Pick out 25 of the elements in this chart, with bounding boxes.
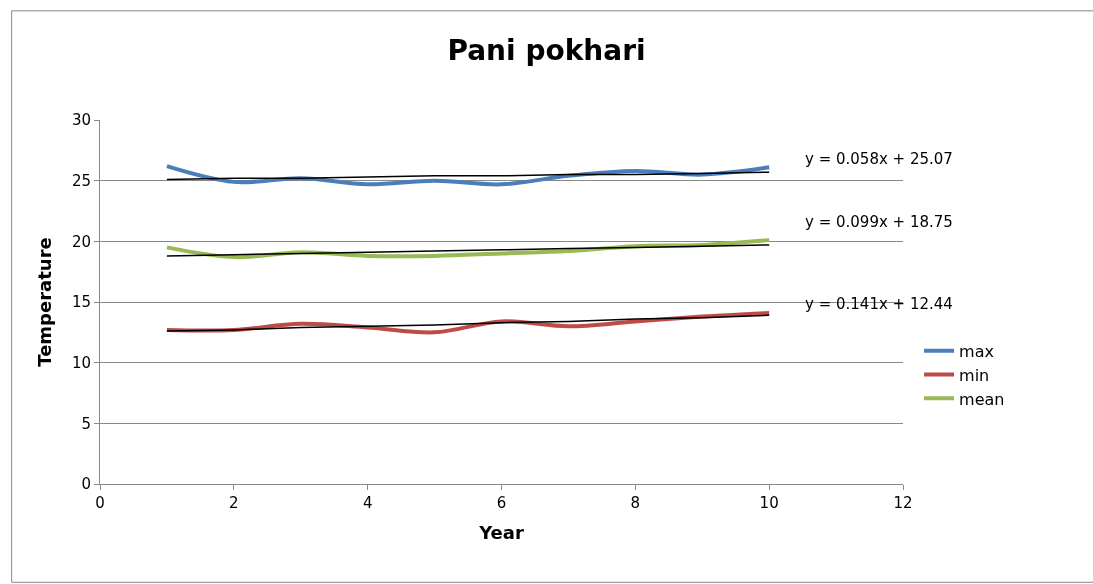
- y-tick-label: 20: [71, 232, 91, 251]
- x-tick-label: 2: [229, 494, 239, 512]
- y-tick-label: 10: [71, 353, 91, 372]
- y-tick-label: 15: [71, 293, 91, 312]
- legend-label: mean: [959, 389, 1005, 409]
- y-tick-label: 25: [71, 171, 91, 190]
- x-tick-label: 12: [893, 494, 913, 512]
- annotation: y = 0.099x + 18.75: [805, 213, 953, 231]
- chart-title: Pani pokhari: [447, 34, 646, 68]
- legend-label: min: [959, 365, 990, 385]
- annotation: y = 0.141x + 12.44: [805, 295, 953, 313]
- y-tick-label: 0: [81, 475, 91, 494]
- x-tick-label: 8: [630, 494, 641, 512]
- x-axis-title: Year: [478, 522, 524, 544]
- legend-label: max: [959, 341, 994, 361]
- x-tick-label: 10: [759, 494, 779, 512]
- line-series: [166, 171, 770, 181]
- annotation: y = 0.058x + 25.07: [805, 150, 953, 168]
- line-series: [166, 244, 770, 257]
- y-axis-title: Temperature: [34, 237, 56, 367]
- x-tick-label: 6: [496, 494, 507, 512]
- y-tick-label: 30: [71, 111, 91, 130]
- x-tick-label: 4: [362, 494, 373, 512]
- x-tick-label: 0: [95, 494, 105, 512]
- y-tick-label: 5: [81, 414, 91, 433]
